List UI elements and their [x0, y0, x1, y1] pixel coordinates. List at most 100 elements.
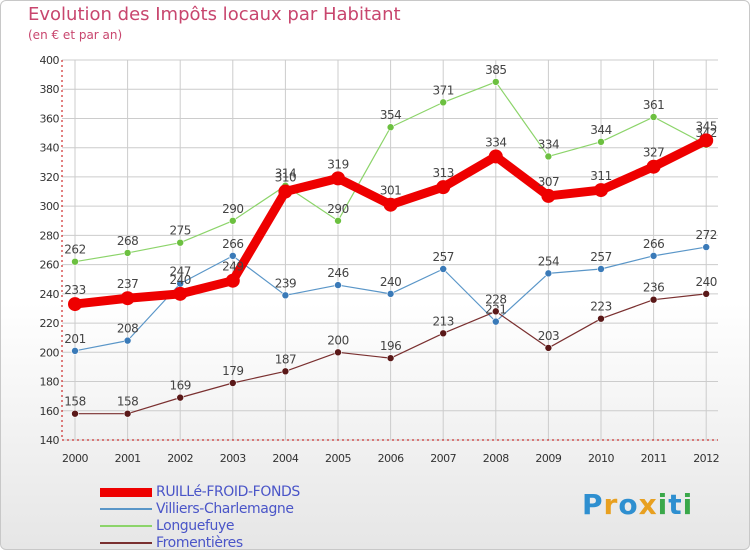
data-point	[597, 314, 605, 323]
y-tick-label: 140	[40, 434, 60, 447]
legend-swatch	[100, 525, 152, 527]
data-point	[71, 257, 79, 266]
x-tick-label: 2002	[167, 452, 193, 465]
data-point	[229, 252, 237, 260]
logo-letter: o	[618, 488, 639, 521]
data-label: 247	[169, 265, 190, 279]
x-tick-label: 2005	[325, 452, 351, 465]
data-point	[281, 367, 290, 376]
logo-letter: i	[682, 488, 694, 521]
data-label: 290	[222, 202, 243, 216]
logo-letter: P	[582, 488, 604, 521]
data-label: 314	[275, 167, 296, 181]
data-label: 179	[222, 364, 243, 378]
y-tick-label: 180	[40, 376, 60, 389]
data-label: 344	[590, 123, 611, 137]
logo-letter: r	[603, 488, 619, 521]
y-tick-label: 300	[40, 200, 60, 213]
data-point	[331, 171, 345, 186]
data-point	[229, 216, 237, 225]
data-label: 169	[169, 379, 190, 393]
data-label: 301	[380, 184, 401, 198]
data-label: 310	[275, 171, 296, 185]
y-tick-label: 320	[40, 171, 60, 184]
data-label: 233	[64, 283, 85, 297]
data-label: 208	[117, 322, 138, 336]
y-tick-label: 260	[40, 259, 60, 272]
data-label: 236	[643, 281, 664, 295]
chart-subtitle: (en € et par an)	[28, 28, 123, 42]
data-label: 313	[432, 166, 453, 180]
x-tick-label: 2003	[220, 452, 246, 465]
data-point	[386, 290, 395, 298]
data-label: 254	[538, 254, 559, 268]
data-label: 345	[695, 119, 716, 133]
data-label: 354	[380, 108, 401, 122]
logo-letter: t	[668, 488, 683, 521]
data-label: 266	[222, 237, 243, 251]
data-label: 262	[64, 243, 85, 257]
proxiti-logo: Proxiti	[582, 488, 693, 521]
data-point	[491, 307, 500, 316]
data-label: 327	[643, 146, 664, 160]
data-label: 203	[538, 329, 559, 343]
legend-label: Villiers-Charlemagne	[156, 501, 294, 517]
legend-swatch	[100, 542, 152, 544]
data-label: 196	[380, 339, 401, 353]
data-point	[702, 243, 711, 251]
data-point	[386, 123, 395, 132]
data-label: 257	[590, 250, 611, 264]
data-point	[491, 78, 500, 86]
data-label: 290	[327, 202, 348, 216]
y-tick-label: 220	[40, 317, 60, 330]
data-label: 311	[590, 169, 611, 183]
legend-label: Fromentières	[156, 535, 243, 551]
data-label: 228	[485, 292, 506, 306]
data-label: 223	[590, 300, 611, 314]
data-point	[544, 269, 553, 278]
legend-swatch	[100, 508, 152, 510]
data-point	[120, 291, 135, 306]
data-label: 334	[538, 137, 559, 151]
data-label: 200	[327, 333, 348, 347]
data-point	[334, 281, 342, 289]
y-tick-label: 400	[40, 54, 60, 67]
data-point	[176, 393, 184, 402]
x-tick-label: 2000	[62, 452, 88, 465]
legend-label: Longuefuye	[156, 518, 235, 534]
data-point	[649, 252, 658, 260]
x-tick-label: 2012	[693, 452, 719, 465]
x-tick-label: 2006	[378, 452, 404, 465]
data-label: 268	[117, 234, 138, 248]
data-label: 257	[432, 250, 453, 264]
data-point	[544, 344, 553, 352]
logo-letter: i	[657, 488, 669, 521]
data-point	[649, 113, 658, 121]
data-label: 371	[432, 83, 453, 97]
data-point	[439, 329, 448, 338]
y-tick-label: 360	[40, 112, 60, 125]
data-label: 246	[327, 266, 348, 280]
data-point	[439, 265, 448, 273]
data-point	[383, 197, 398, 212]
y-tick-label: 280	[40, 229, 60, 242]
x-tick-label: 2007	[430, 452, 456, 465]
data-point	[544, 152, 553, 161]
y-tick-label: 240	[40, 288, 60, 301]
data-point	[488, 149, 503, 164]
data-point	[436, 180, 451, 195]
y-tick-label: 340	[40, 142, 60, 155]
data-point	[176, 238, 184, 247]
data-point	[229, 379, 237, 387]
data-label: 249	[222, 260, 243, 274]
y-tick-label: 200	[40, 346, 60, 359]
data-point	[646, 159, 661, 174]
legend-label: RUILLé-FROID-FONDS	[156, 484, 300, 500]
data-label: 275	[169, 224, 190, 238]
data-point	[699, 133, 714, 148]
data-label: 307	[538, 175, 559, 189]
data-point	[68, 297, 82, 312]
data-point	[597, 265, 605, 273]
data-label: 385	[485, 63, 506, 77]
